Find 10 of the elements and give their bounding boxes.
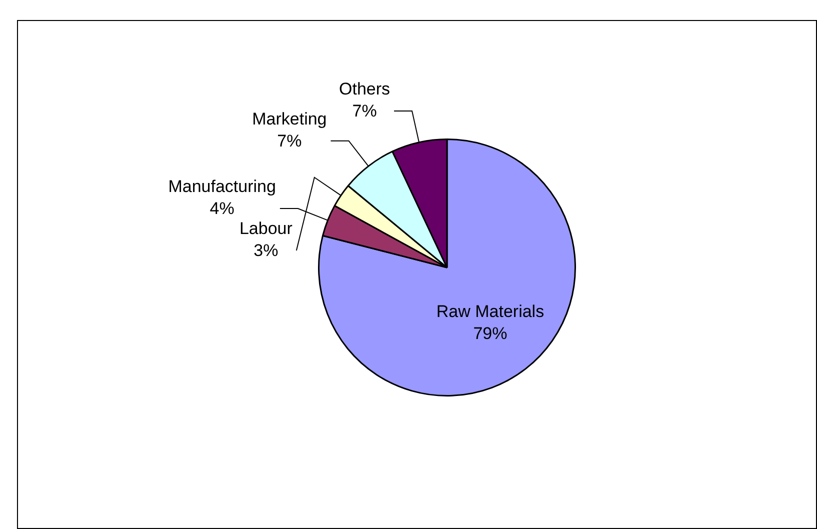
data-label: 79% <box>473 324 508 343</box>
data-label: 7% <box>277 132 302 151</box>
slice-label: Marketing <box>252 110 327 129</box>
slice-label: Raw Materials <box>436 302 544 321</box>
data-label: 7% <box>352 102 377 121</box>
data-label: 3% <box>254 241 278 260</box>
slice-label: Labour <box>239 219 293 238</box>
slice-label: Manufacturing <box>168 177 276 196</box>
slice-label: Others <box>339 80 390 99</box>
data-label: 4% <box>210 199 234 218</box>
